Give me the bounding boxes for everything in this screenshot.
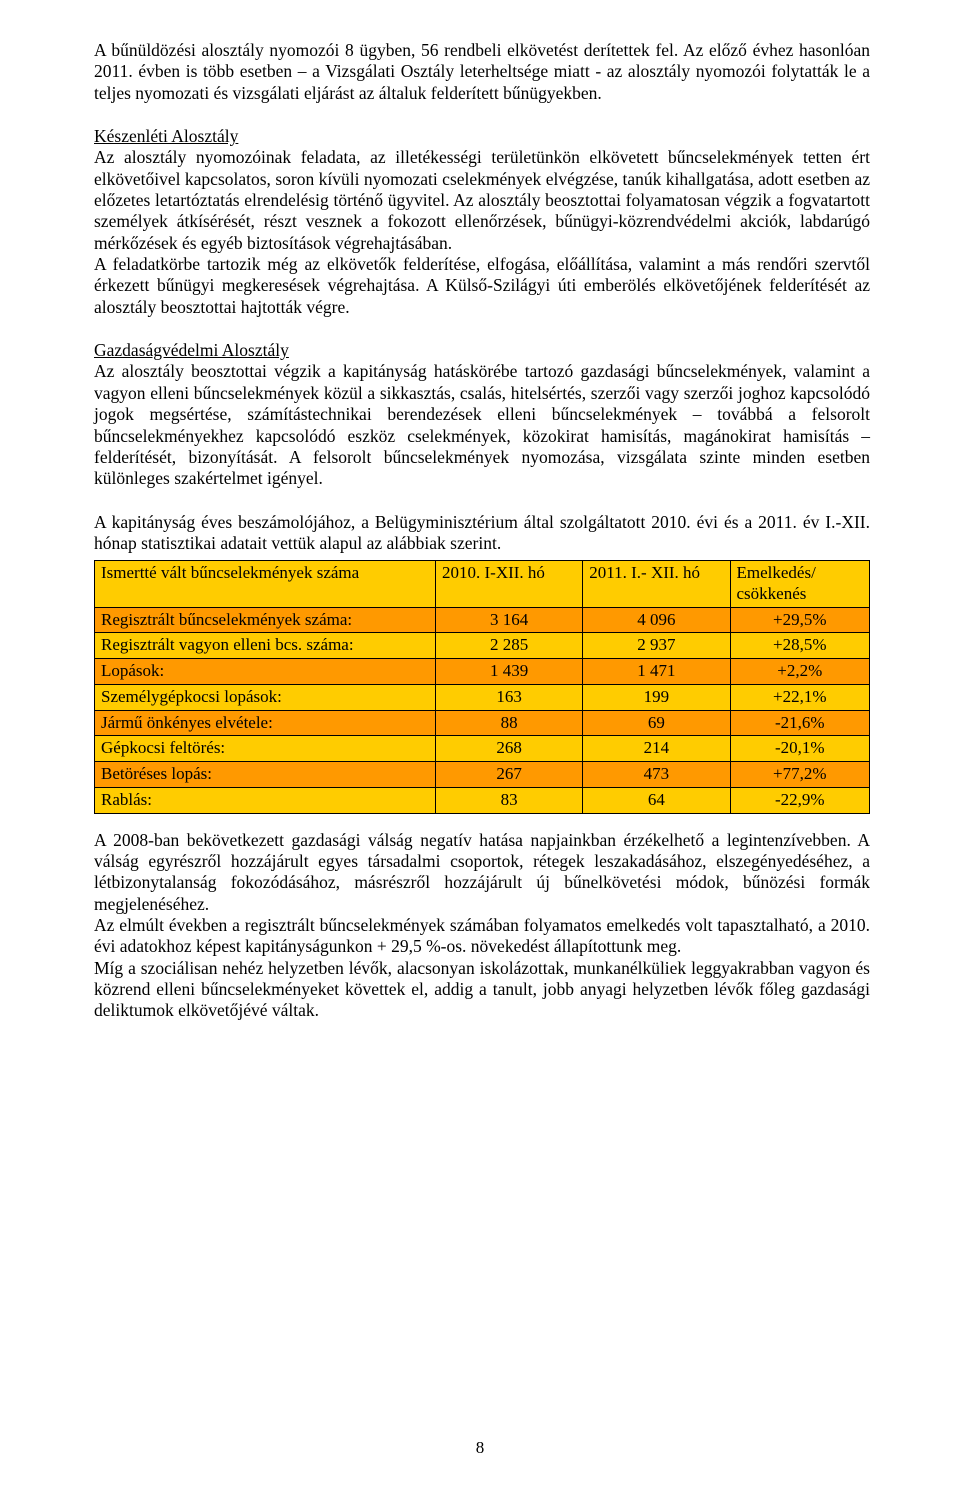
paragraph: Az elmúlt években a regisztrált bűncsele… (94, 915, 870, 958)
table-row: Lopások:1 4391 471+2,2% (95, 659, 870, 685)
paragraph: Az alosztály nyomozóinak feladata, az il… (94, 147, 870, 254)
table-row: Jármű önkényes elvétele:8869-21,6% (95, 710, 870, 736)
table-row: Személygépkocsi lopások:163199+22,1% (95, 684, 870, 710)
paragraph: A bűnüldözési alosztály nyomozói 8 ügybe… (94, 40, 870, 104)
table-header-cell: Ismertté vált bűncselekmények száma (95, 561, 436, 607)
table-cell-label: Betöréses lopás: (95, 762, 436, 788)
table-header-cell: Emelkedés/ csökkenés (730, 561, 870, 607)
table-row: Regisztrált bűncselekmények száma:3 1644… (95, 607, 870, 633)
table-cell-value: 163 (436, 684, 583, 710)
table-cell-change: -22,9% (730, 787, 870, 813)
table-cell-value: 268 (436, 736, 583, 762)
section-heading: Gazdaságvédelmi Alosztály (94, 340, 870, 361)
table-cell-value: 1 439 (436, 659, 583, 685)
table-header-row: Ismertté vált bűncselekmények száma 2010… (95, 561, 870, 607)
table-cell-value: 69 (583, 710, 730, 736)
spacer (94, 494, 870, 512)
table-header-cell: 2011. I.- XII. hó (583, 561, 730, 607)
table-cell-value: 1 471 (583, 659, 730, 685)
table-cell-value: 267 (436, 762, 583, 788)
table-cell-value: 4 096 (583, 607, 730, 633)
crime-statistics-table: Ismertté vált bűncselekmények száma 2010… (94, 560, 870, 813)
page-number: 8 (0, 1438, 960, 1459)
table-cell-label: Személygépkocsi lopások: (95, 684, 436, 710)
table-cell-value: 473 (583, 762, 730, 788)
table-cell-label: Rablás: (95, 787, 436, 813)
spacer (94, 322, 870, 340)
table-cell-value: 199 (583, 684, 730, 710)
document-page: A bűnüldözési alosztály nyomozói 8 ügybe… (0, 0, 960, 1487)
table-row: Betöréses lopás:267473+77,2% (95, 762, 870, 788)
table-cell-label: Gépkocsi feltörés: (95, 736, 436, 762)
table-cell-value: 3 164 (436, 607, 583, 633)
table-cell-label: Regisztrált vagyon elleni bcs. száma: (95, 633, 436, 659)
table-cell-change: +29,5% (730, 607, 870, 633)
table-row: Rablás:8364-22,9% (95, 787, 870, 813)
table-cell-label: Lopások: (95, 659, 436, 685)
paragraph: Míg a szociálisan nehéz helyzetben lévők… (94, 958, 870, 1022)
table-cell-change: +77,2% (730, 762, 870, 788)
table-cell-value: 2 285 (436, 633, 583, 659)
table-cell-value: 83 (436, 787, 583, 813)
paragraph: A feladatkörbe tartozik még az elkövetők… (94, 254, 870, 318)
table-cell-change: +22,1% (730, 684, 870, 710)
table-header-cell: 2010. I-XII. hó (436, 561, 583, 607)
table-cell-change: +2,2% (730, 659, 870, 685)
table-cell-change: -21,6% (730, 710, 870, 736)
table-cell-value: 88 (436, 710, 583, 736)
table-cell-label: Regisztrált bűncselekmények száma: (95, 607, 436, 633)
spacer (94, 108, 870, 126)
section-heading: Készenléti Alosztály (94, 126, 870, 147)
paragraph: A kapitányság éves beszámolójához, a Bel… (94, 512, 870, 555)
table-cell-value: 214 (583, 736, 730, 762)
table-cell-value: 64 (583, 787, 730, 813)
paragraph: Az alosztály beosztottai végzik a kapitá… (94, 361, 870, 489)
heading-text: Készenléti Alosztály (94, 126, 238, 146)
table-cell-change: +28,5% (730, 633, 870, 659)
table-cell-label: Jármű önkényes elvétele: (95, 710, 436, 736)
table-row: Gépkocsi feltörés:268214-20,1% (95, 736, 870, 762)
table-cell-value: 2 937 (583, 633, 730, 659)
heading-text: Gazdaságvédelmi Alosztály (94, 340, 289, 360)
table-cell-change: -20,1% (730, 736, 870, 762)
paragraph: A 2008-ban bekövetkezett gazdasági válsá… (94, 830, 870, 915)
table-row: Regisztrált vagyon elleni bcs. száma:2 2… (95, 633, 870, 659)
